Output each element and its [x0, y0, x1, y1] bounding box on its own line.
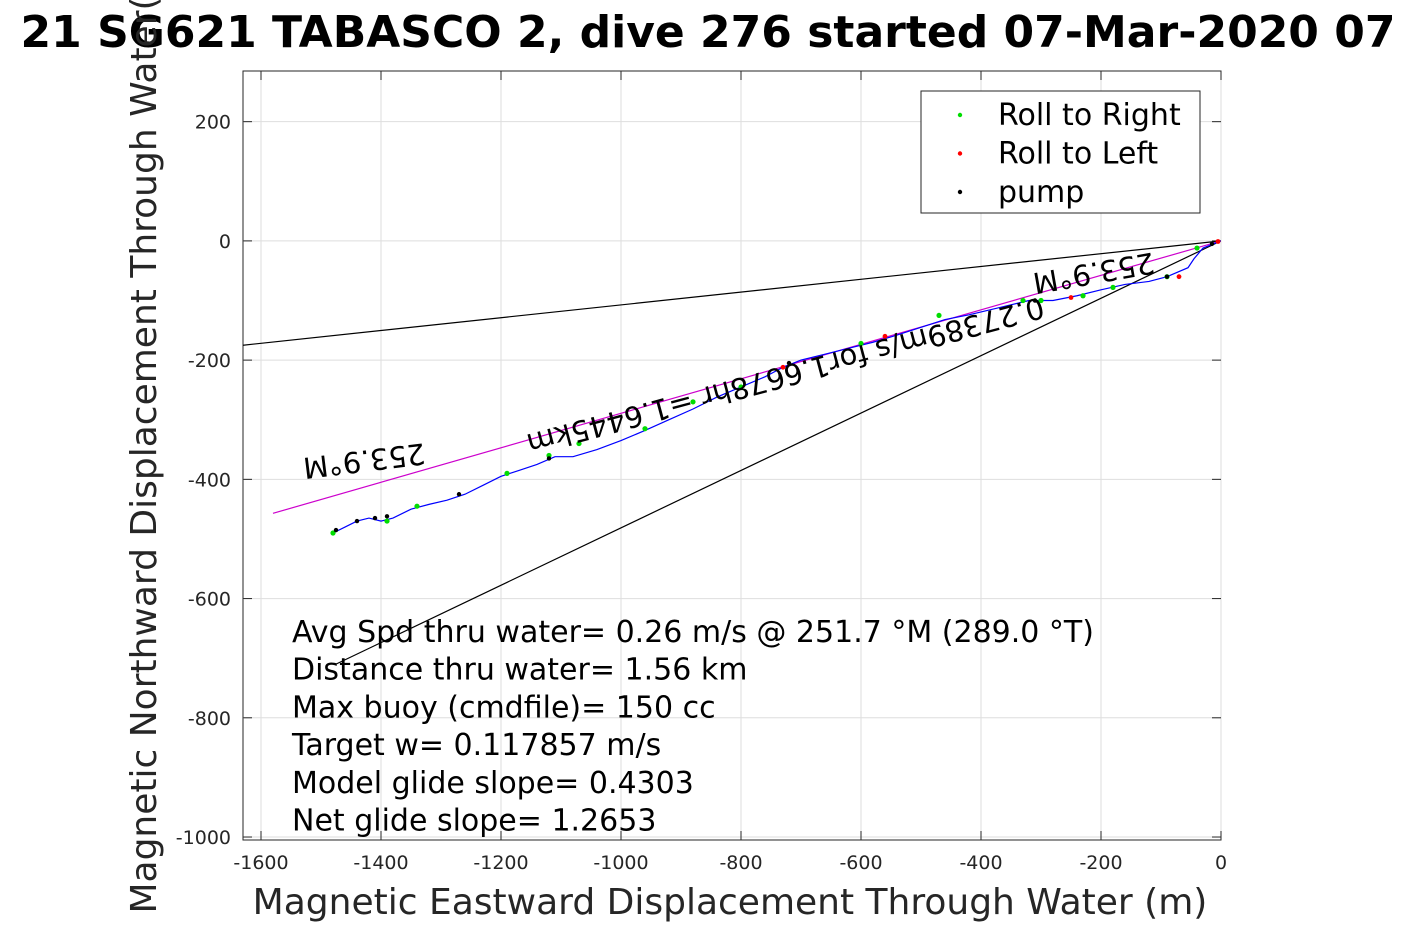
y-tick-label: -1000: [176, 827, 231, 849]
roll-left-point: [780, 364, 786, 370]
roll-right-point: [504, 470, 510, 476]
roll-right-point: [1194, 245, 1200, 251]
x-tick-label: -1400: [353, 852, 408, 874]
x-tick-label: 0: [1215, 852, 1227, 874]
roll-right-point: [1080, 293, 1086, 299]
legend-label: Roll to Right: [998, 98, 1181, 133]
heading-line-lower: [335, 240, 1221, 665]
pump-point: [333, 527, 339, 533]
y-tick-label: 200: [195, 112, 231, 134]
roll-right-point: [384, 518, 390, 524]
roll-right-point: [414, 503, 420, 509]
legend-marker: [957, 151, 963, 156]
chart-title: 21 SG621 TABASCO 2, dive 276 started 07-…: [21, 7, 1396, 58]
pump-point: [354, 518, 360, 524]
legend-box: [920, 90, 1201, 214]
mean-heading-line: [272, 240, 1221, 514]
pump-point: [786, 360, 792, 366]
roll-left-point: [882, 333, 888, 339]
y-tick-label: -600: [188, 589, 231, 611]
roll-right-point: [858, 340, 864, 347]
roll-left-point: [1176, 274, 1182, 280]
pump-point: [456, 492, 462, 497]
pump-point: [546, 456, 552, 461]
roll-right-point: [330, 530, 336, 536]
x-axis-label: Magnetic Eastward Displacement Through W…: [253, 882, 1208, 923]
track-markers: [330, 239, 1221, 536]
y-tick-label: -400: [188, 469, 231, 491]
legend-marker: [957, 112, 963, 118]
roll-right-point: [936, 312, 942, 319]
roll-right-point: [1020, 297, 1026, 304]
pump-point: [1209, 241, 1215, 247]
legend-label: pump: [998, 175, 1084, 210]
legend-marker: [957, 189, 963, 195]
pump-point: [1032, 298, 1038, 303]
pump-point: [1164, 274, 1170, 279]
roll-right-point: [642, 426, 648, 432]
pump-point: [384, 514, 390, 519]
axis-ticks: -1600 -1400 -1200 -1000 -800 -600 -400 -200 0 200…: [176, 71, 1227, 874]
annotation-line: Distance thru water= 1.56 km: [292, 653, 747, 688]
y-tick-label: -200: [188, 350, 231, 372]
y-axis-label: Magnetic Northward Displacement Through …: [124, 0, 165, 914]
x-tick-label: -400: [959, 852, 1002, 874]
annotation-line: Avg Spd thru water= 0.26 m/s @ 251.7 °M …: [292, 615, 1094, 650]
x-tick-label: -1000: [593, 852, 648, 874]
roll-left-point: [1068, 295, 1074, 300]
roll-right-point: [690, 399, 696, 405]
legend-label: Roll to Left: [998, 137, 1158, 172]
x-tick-label: -1600: [233, 852, 288, 874]
roll-right-point: [1110, 284, 1116, 290]
annotation-line: Target w= 0.117857 m/s: [291, 728, 661, 763]
statistics-annotations: Avg Spd thru water= 0.26 m/s @ 251.7 °M …: [291, 615, 1094, 839]
roll-right-point: [738, 384, 744, 390]
annotation-line: Max buoy (cmdfile)= 150 cc: [292, 690, 716, 725]
roll-right-point: [1038, 297, 1044, 304]
y-tick-label: -800: [188, 708, 231, 730]
x-tick-label: -1200: [473, 852, 528, 874]
x-tick-label: -600: [839, 852, 882, 874]
reference-lines: [243, 240, 1221, 665]
x-tick-label: -800: [719, 852, 762, 874]
y-tick-label: 0: [219, 231, 231, 253]
heading-line-upper: [243, 240, 1221, 346]
x-tick-label: -200: [1079, 852, 1122, 874]
annotation-line: Model glide slope= 0.4303: [292, 766, 694, 801]
annotation-line: Net glide slope= 1.2653: [292, 804, 656, 839]
pump-point: [372, 515, 378, 521]
roll-left-point: [1215, 239, 1221, 244]
grid-lines: [243, 71, 1222, 840]
roll-right-point: [576, 440, 582, 447]
